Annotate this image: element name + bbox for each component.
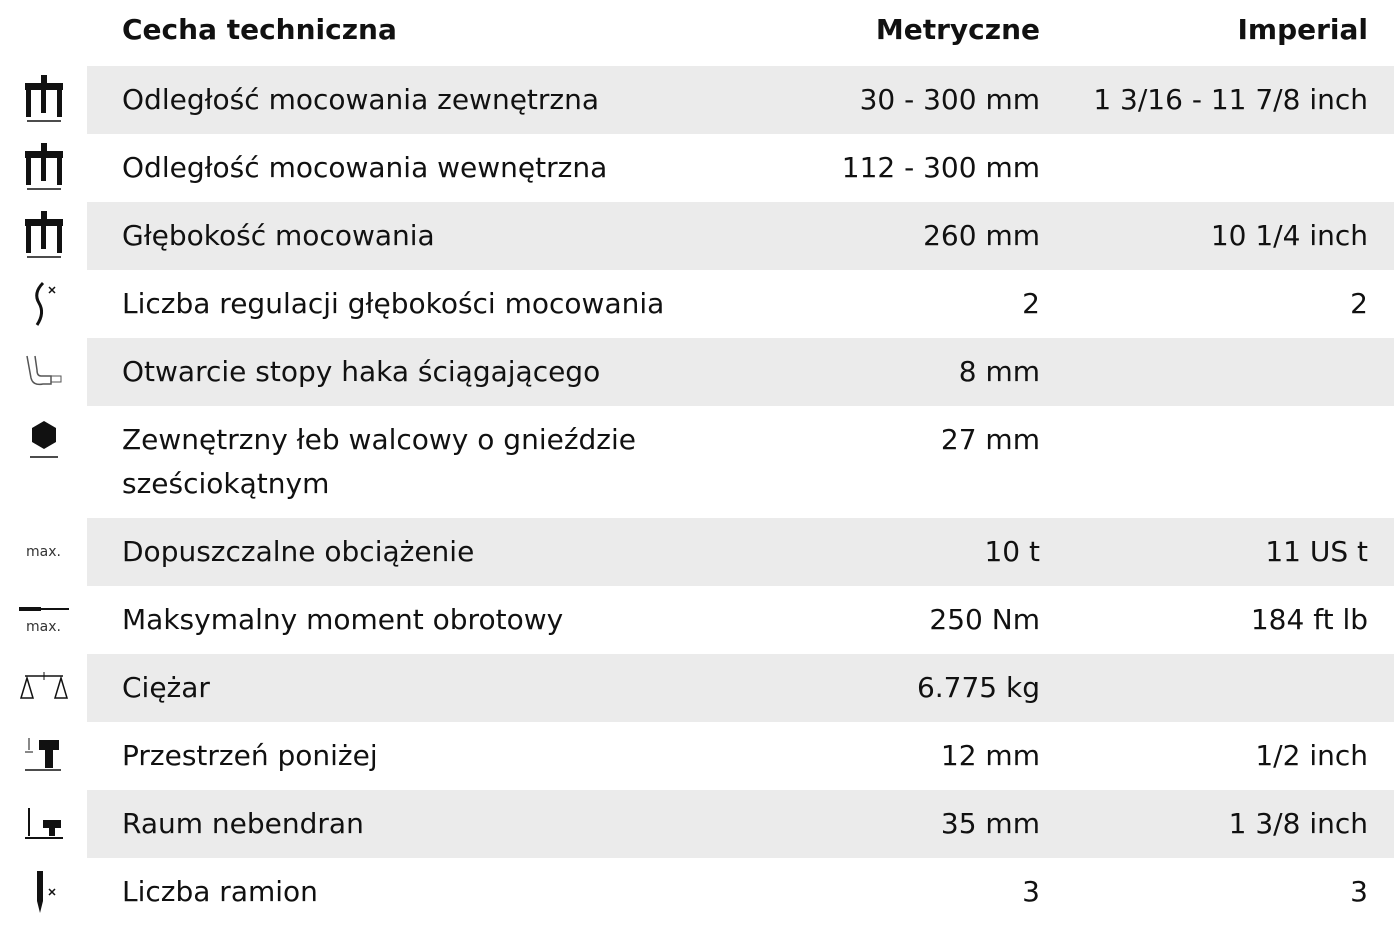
spec-row: Raum nebendran 35 mm 1 3/8 inch (0, 790, 1394, 858)
imperial-cell (1040, 418, 1368, 506)
row-body: Odległość mocowania zewnętrzna 30 - 300 m… (87, 66, 1394, 134)
metric-cell: 2 (1022, 287, 1040, 320)
imperial-cell: 11 US t (1265, 535, 1368, 568)
row-icon (0, 406, 87, 474)
label-cell: Dopuszczalne obciążenie (122, 535, 475, 568)
page: Cecha techniczna Metryczne Imperial Odle… (18, 13, 1394, 913)
row-icon (0, 270, 87, 338)
header-cell: Imperial (1237, 13, 1368, 46)
spec-row: Głębokość mocowania 260 mm 10 1/4 inch (0, 202, 1394, 270)
row-icon (0, 858, 87, 926)
metric-cell: 112 - 300 mm (841, 151, 1040, 184)
row-body: Zewnętrzny łeb walcowy o gnieździe sześc… (87, 406, 1394, 518)
spec-row: Ciężar 6.775 kg (0, 654, 1394, 722)
label-cell: Otwarcie stopy haka ściągającego (122, 355, 601, 388)
metric-cell: 12 mm (940, 739, 1040, 772)
spec-row: max. Dopuszczalne obciążenie 10 t 11 US t (0, 518, 1394, 586)
row-body: Przestrzeń poniżej 12 mm 1/2 inch (87, 722, 1394, 790)
imperial-cell: 2 (1350, 287, 1368, 320)
row-icon (0, 790, 87, 858)
label-cell: Przestrzeń poniżej (122, 739, 378, 772)
label-cell: Maksymalny moment obrotowy (122, 603, 564, 636)
spec-row: Przestrzeń poniżej 12 mm 1/2 inch (0, 722, 1394, 790)
label-cell: Raum nebendran (122, 807, 364, 840)
metric-cell: 10 t (984, 535, 1040, 568)
imperial-cell: 1/2 inch (1255, 739, 1368, 772)
spec-row: Odległość mocowania wewnętrzna 112 - 300 … (0, 134, 1394, 202)
row-body: Dopuszczalne obciążenie 10 t 11 US t (87, 518, 1394, 586)
spec-row: Otwarcie stopy haka ściągającego 8 mm (0, 338, 1394, 406)
spec-row: Odległość mocowania zewnętrzna 30 - 300 m… (0, 66, 1394, 134)
spec-row: max. Maksymalny moment obrotowy 250 Nm 184 … (0, 586, 1394, 654)
label-cell: Odległość mocowania zewnętrzna (122, 83, 600, 116)
imperial-cell: 10 1/4 inch (1210, 219, 1368, 252)
row-body: Liczba regulacji głębokości mocowania 2 2 (87, 270, 1394, 338)
label-cell: Głębokość mocowania (122, 219, 435, 252)
imperial-cell: 3 (1350, 875, 1368, 908)
imperial-cell (1040, 350, 1368, 394)
row-body: Odległość mocowania wewnętrzna 112 - 300 … (87, 134, 1394, 202)
spec-row: Liczba regulacji głębokości mocowania 2 2 (0, 270, 1394, 338)
row-body: Otwarcie stopy haka ściągającego 8 mm (87, 338, 1394, 406)
label-cell: Liczba ramion (122, 875, 318, 908)
imperial-cell: 1 3/16 - 11 7/8 inch (1093, 83, 1368, 116)
row-body: Maksymalny moment obrotowy 250 Nm 184 ft l… (87, 586, 1394, 654)
label-cell: Zewnętrzny łeb walcowy o gnieździe sześc… (122, 423, 637, 500)
metric-cell: 250 Nm (929, 603, 1040, 636)
row-body: Liczba ramion 3 3 (87, 858, 1394, 926)
row-icon (0, 134, 87, 202)
metric-cell: 8 mm (958, 355, 1040, 388)
icon-text: max. (26, 544, 61, 560)
row-body: Raum nebendran 35 mm 1 3/8 inch (87, 790, 1394, 858)
row-icon (0, 722, 87, 790)
metric-cell: 3 (1022, 875, 1040, 908)
row-body: Głębokość mocowania 260 mm 10 1/4 inch (87, 202, 1394, 270)
spec-row: Liczba ramion 3 3 (0, 858, 1394, 926)
metric-cell: 35 mm (940, 807, 1040, 840)
spec-row: Zewnętrzny łeb walcowy o gnieździe sześc… (0, 406, 1394, 518)
label-cell: Odległość mocowania wewnętrzna (122, 151, 608, 184)
metric-cell: 30 - 300 mm (859, 83, 1040, 116)
icon-text: max. (26, 619, 61, 635)
row-icon: max. (0, 518, 87, 586)
header-cell: Metryczne (875, 13, 1040, 46)
header-row: Cecha techniczna Metryczne Imperial (0, 0, 1394, 66)
imperial-cell (1040, 666, 1368, 710)
imperial-cell (1040, 146, 1368, 190)
metric-cell: 260 mm (923, 219, 1040, 252)
metric-cell: 6.775 kg (916, 671, 1040, 704)
row-icon (0, 654, 87, 722)
row-icon (0, 202, 87, 270)
imperial-cell: 1 3/8 inch (1228, 807, 1368, 840)
row-icon: max. (0, 586, 87, 654)
metric-cell: 27 mm (940, 423, 1040, 456)
row-body: Ciężar 6.775 kg (87, 654, 1394, 722)
label-cell: Ciężar (122, 671, 210, 704)
row-icon (0, 66, 87, 134)
imperial-cell: 184 ft lb (1250, 603, 1368, 636)
label-cell: Liczba regulacji głębokości mocowania (122, 287, 665, 320)
row-icon (0, 338, 87, 406)
header-cell: Cecha techniczna (122, 13, 397, 46)
